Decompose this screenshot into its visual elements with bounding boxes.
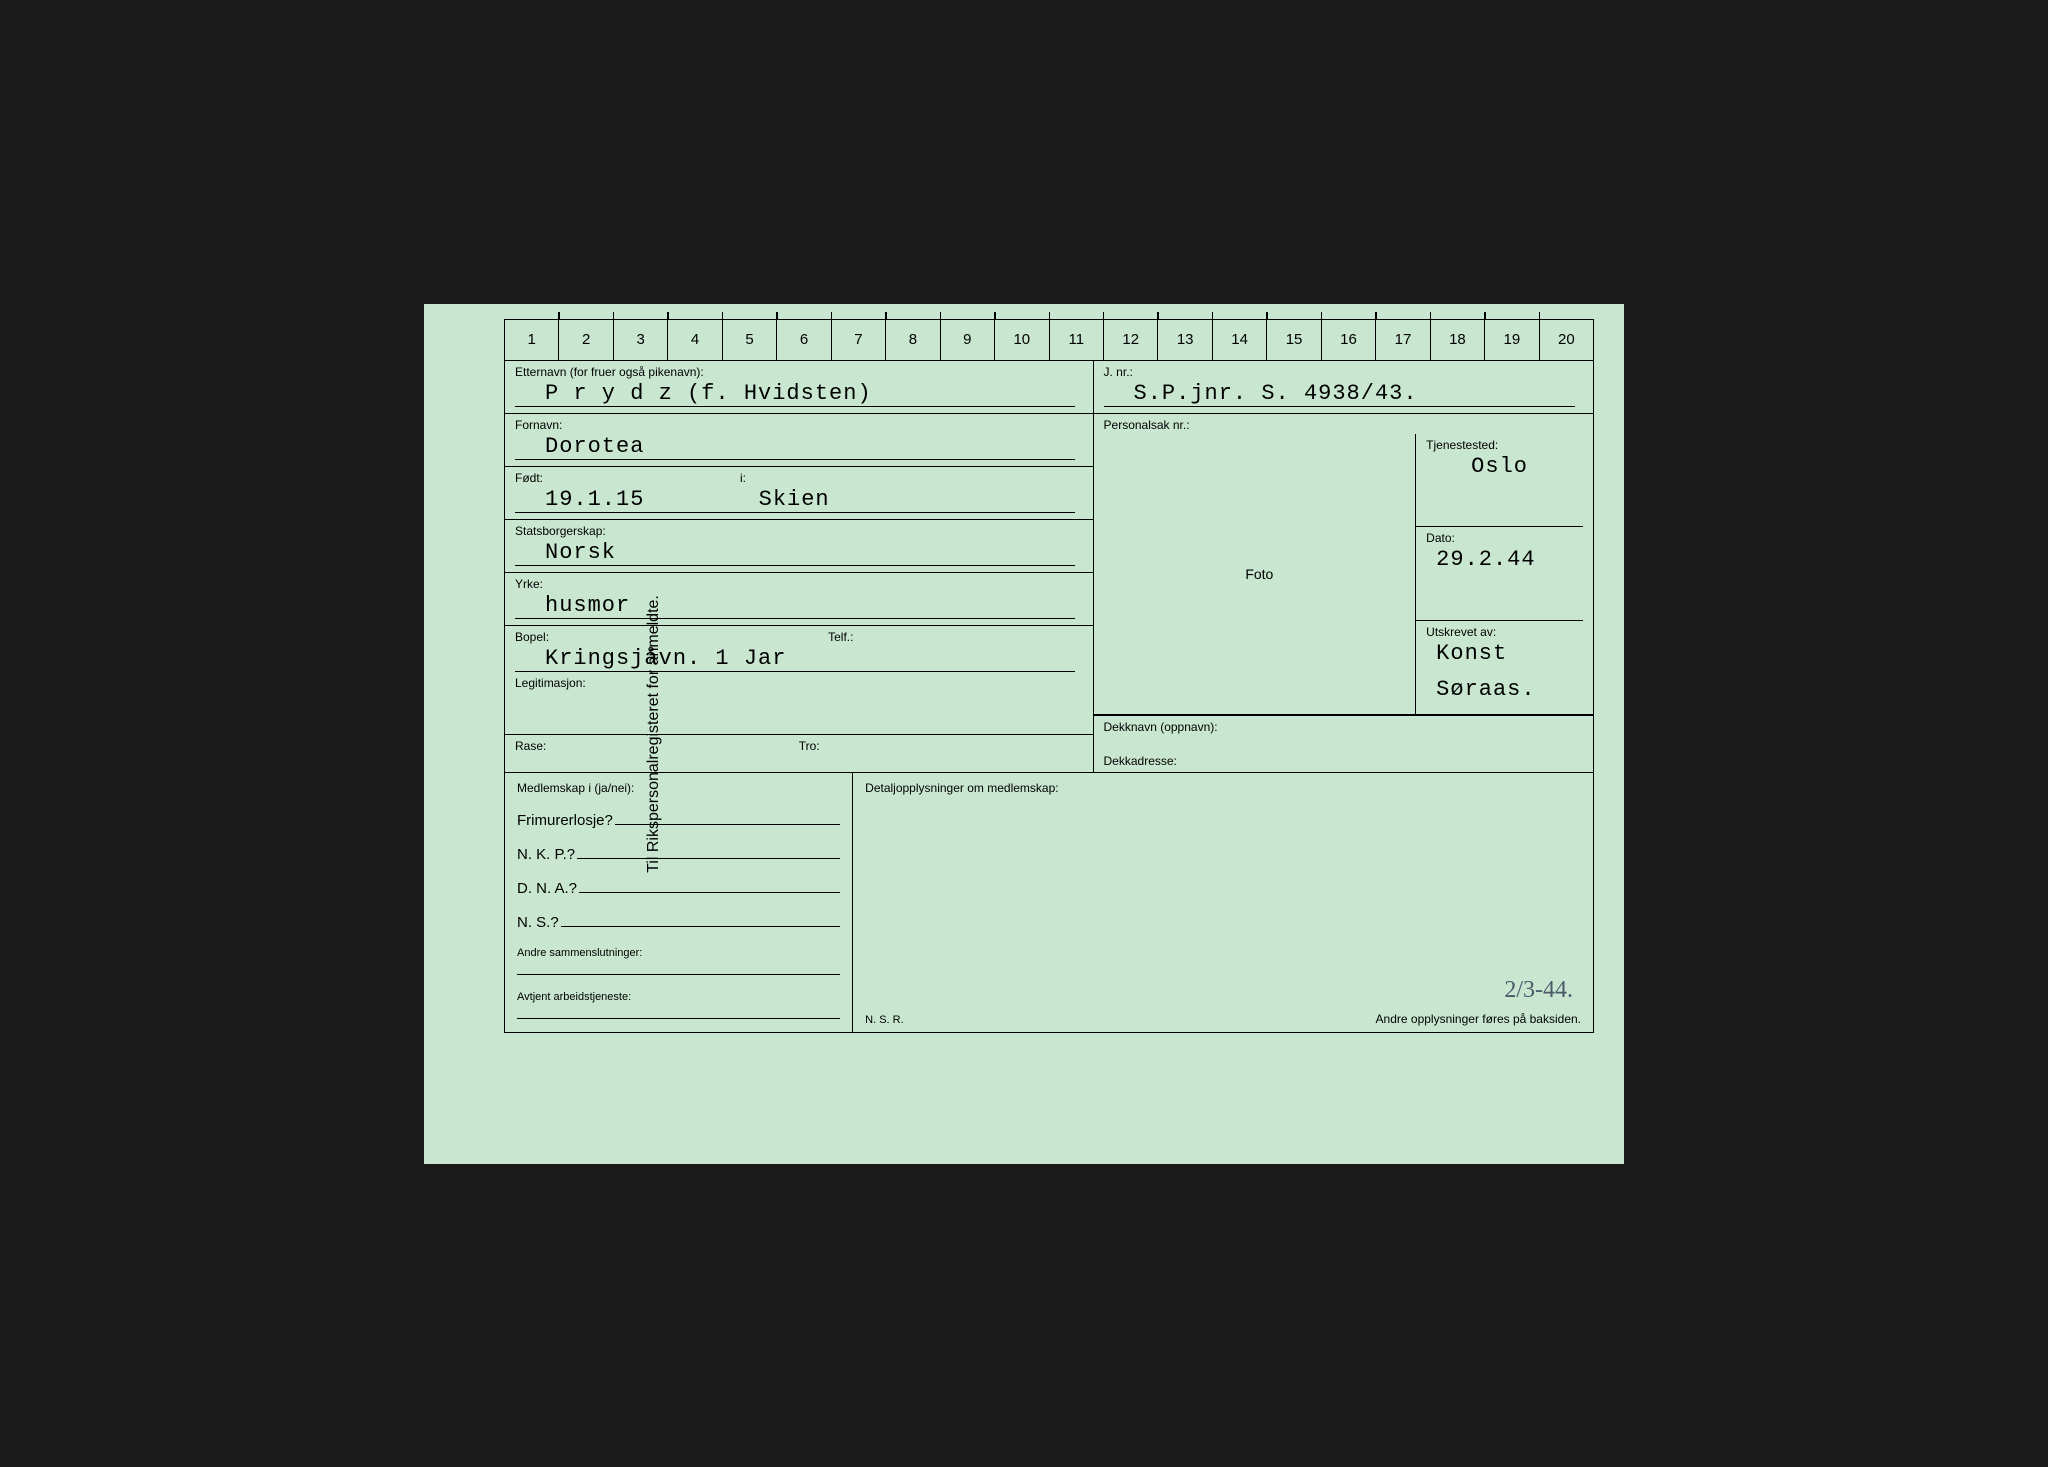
value-fodt: 19.1.15 Skien	[515, 487, 1075, 513]
label-foto: Foto	[1245, 566, 1273, 582]
label-i: i:	[740, 471, 746, 485]
left-column: Etternavn (for fruer også pikenavn): P r…	[505, 361, 1093, 772]
label-dekkadresse: Dekkadresse:	[1104, 754, 1583, 768]
ruler-cell: 12	[1104, 320, 1158, 360]
side-fields: Tjenestested: Oslo Dato: 29.2.44 Utskrev…	[1415, 434, 1583, 714]
field-bopel: Bopel: Telf.: Kringsjåvn. 1 Jar Legitima…	[505, 626, 1093, 735]
value-yrke: husmor	[515, 593, 1075, 619]
label-statsborgerskap: Statsborgerskap:	[515, 524, 1083, 538]
mem-nkp: N. K. P.?	[517, 843, 840, 863]
mem-frimurer: Frimurerlosje?	[517, 809, 840, 829]
ruler-scale: 1 2 3 4 5 6 7 8 9 10 11 12 13 14 15 16 1…	[504, 319, 1594, 361]
label-rase: Rase:	[515, 739, 799, 753]
field-statsborgerskap: Statsborgerskap: Norsk	[505, 520, 1093, 573]
label-avtjent: Avtjent arbeidstjeneste:	[517, 991, 840, 1003]
value-jnr: S.P.jnr. S. 4938/43.	[1104, 381, 1575, 407]
field-jnr: J. nr.: S.P.jnr. S. 4938/43.	[1094, 361, 1593, 414]
main-form: Etternavn (for fruer også pikenavn): P r…	[504, 361, 1594, 773]
label-legitimasjon: Legitimasjon:	[515, 676, 1083, 690]
label-medlemskap: Medlemskap i (ja/nei):	[517, 781, 840, 795]
label-fornavn: Fornavn:	[515, 418, 1083, 432]
field-utskrevet: Utskrevet av: Konst Søraas.	[1416, 621, 1583, 714]
ruler-cell: 9	[941, 320, 995, 360]
ruler-cell: 14	[1213, 320, 1267, 360]
membership-left: Medlemskap i (ja/nei): Frimurerlosje? N.…	[505, 773, 853, 1032]
field-tjenestested: Tjenestested: Oslo	[1416, 434, 1583, 528]
ruler-cell: 4	[668, 320, 722, 360]
ruler-cell: 3	[614, 320, 668, 360]
field-dato: Dato: 29.2.44	[1416, 527, 1583, 621]
field-personalsak: Personalsak nr.: Foto Tjenestested: Oslo…	[1094, 414, 1593, 715]
foto-placeholder: Foto	[1104, 434, 1416, 714]
handwritten-date: 2/3-44.	[1504, 977, 1573, 1004]
ruler-cell: 1	[505, 320, 559, 360]
label-utskrevet: Utskrevet av:	[1426, 625, 1573, 639]
label-telf: Telf.:	[828, 630, 853, 644]
value-etternavn: P r y d z (f. Hvidsten)	[515, 381, 1075, 407]
value-tjenestested: Oslo	[1426, 454, 1573, 480]
ruler-cell: 19	[1485, 320, 1539, 360]
label-fodt: Født:	[515, 471, 1083, 485]
value-utskrevet1: Konst	[1426, 641, 1573, 667]
field-etternavn: Etternavn (for fruer også pikenavn): P r…	[505, 361, 1093, 414]
label-yrke: Yrke:	[515, 577, 1083, 591]
right-column: J. nr.: S.P.jnr. S. 4938/43. Personalsak…	[1093, 361, 1593, 772]
value-bopel: Kringsjåvn. 1 Jar	[515, 646, 1075, 672]
ruler-cell: 20	[1540, 320, 1593, 360]
label-personalsak: Personalsak nr.:	[1104, 418, 1583, 432]
ruler-cell: 6	[777, 320, 831, 360]
value-fornavn: Dorotea	[515, 434, 1075, 460]
ruler-cell: 2	[559, 320, 613, 360]
ruler-cell: 11	[1050, 320, 1104, 360]
field-yrke: Yrke: husmor	[505, 573, 1093, 626]
label-andre-sammen: Andre sammenslutninger:	[517, 947, 840, 959]
field-rase-tro: Rase: Tro:	[505, 735, 1093, 757]
value-fodt-sted: Skien	[759, 487, 830, 512]
value-dato: 29.2.44	[1426, 547, 1573, 573]
membership-right: Detaljopplysninger om medlemskap: 2/3-44…	[853, 773, 1593, 1032]
ruler-cell: 15	[1267, 320, 1321, 360]
footer-note: Andre opplysninger føres på baksiden.	[1376, 1012, 1581, 1026]
label-tjenestested: Tjenestested:	[1426, 438, 1573, 452]
label-nsr: N. S. R.	[865, 1014, 904, 1026]
ruler-cell: 8	[886, 320, 940, 360]
value-fodt-date: 19.1.15	[545, 487, 644, 512]
label-jnr: J. nr.:	[1104, 365, 1583, 379]
field-fodt: Født: i: 19.1.15 Skien	[505, 467, 1093, 520]
label-etternavn: Etternavn (for fruer også pikenavn):	[515, 365, 1083, 379]
field-dekknavn: Dekknavn (oppnavn): Dekkadresse:	[1094, 715, 1593, 772]
ruler-cell: 18	[1431, 320, 1485, 360]
value-utskrevet2: Søraas.	[1426, 677, 1573, 703]
mem-ns: N. S.?	[517, 911, 840, 931]
label-dato: Dato:	[1426, 531, 1573, 545]
ruler-cell: 5	[723, 320, 777, 360]
ruler-cell: 10	[995, 320, 1049, 360]
field-fornavn: Fornavn: Dorotea	[505, 414, 1093, 467]
value-statsborgerskap: Norsk	[515, 540, 1075, 566]
ruler-cell: 7	[832, 320, 886, 360]
membership-section: Medlemskap i (ja/nei): Frimurerlosje? N.…	[504, 773, 1594, 1033]
mem-dna: D. N. A.?	[517, 877, 840, 897]
label-bopel: Bopel:	[515, 630, 1083, 644]
label-dekknavn: Dekknavn (oppnavn):	[1104, 720, 1583, 734]
label-detalj: Detaljopplysninger om medlemskap:	[865, 781, 1581, 795]
ruler-cell: 16	[1322, 320, 1376, 360]
ruler-cell: 17	[1376, 320, 1430, 360]
ruler-cell: 13	[1158, 320, 1212, 360]
registration-card: Til Rikspersonalregisteret for anmeldte.…	[424, 304, 1624, 1164]
label-tro: Tro:	[799, 739, 1083, 753]
